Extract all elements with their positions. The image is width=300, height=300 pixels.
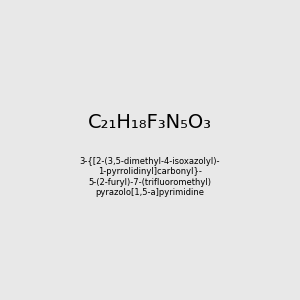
Text: C₂₁H₁₈F₃N₅O₃: C₂₁H₁₈F₃N₅O₃ — [88, 113, 212, 133]
Text: 3-{[2-(3,5-dimethyl-4-isoxazolyl)-
1-pyrrolidinyl]carbonyl}-
5-(2-furyl)-7-(trif: 3-{[2-(3,5-dimethyl-4-isoxazolyl)- 1-pyr… — [80, 157, 220, 197]
